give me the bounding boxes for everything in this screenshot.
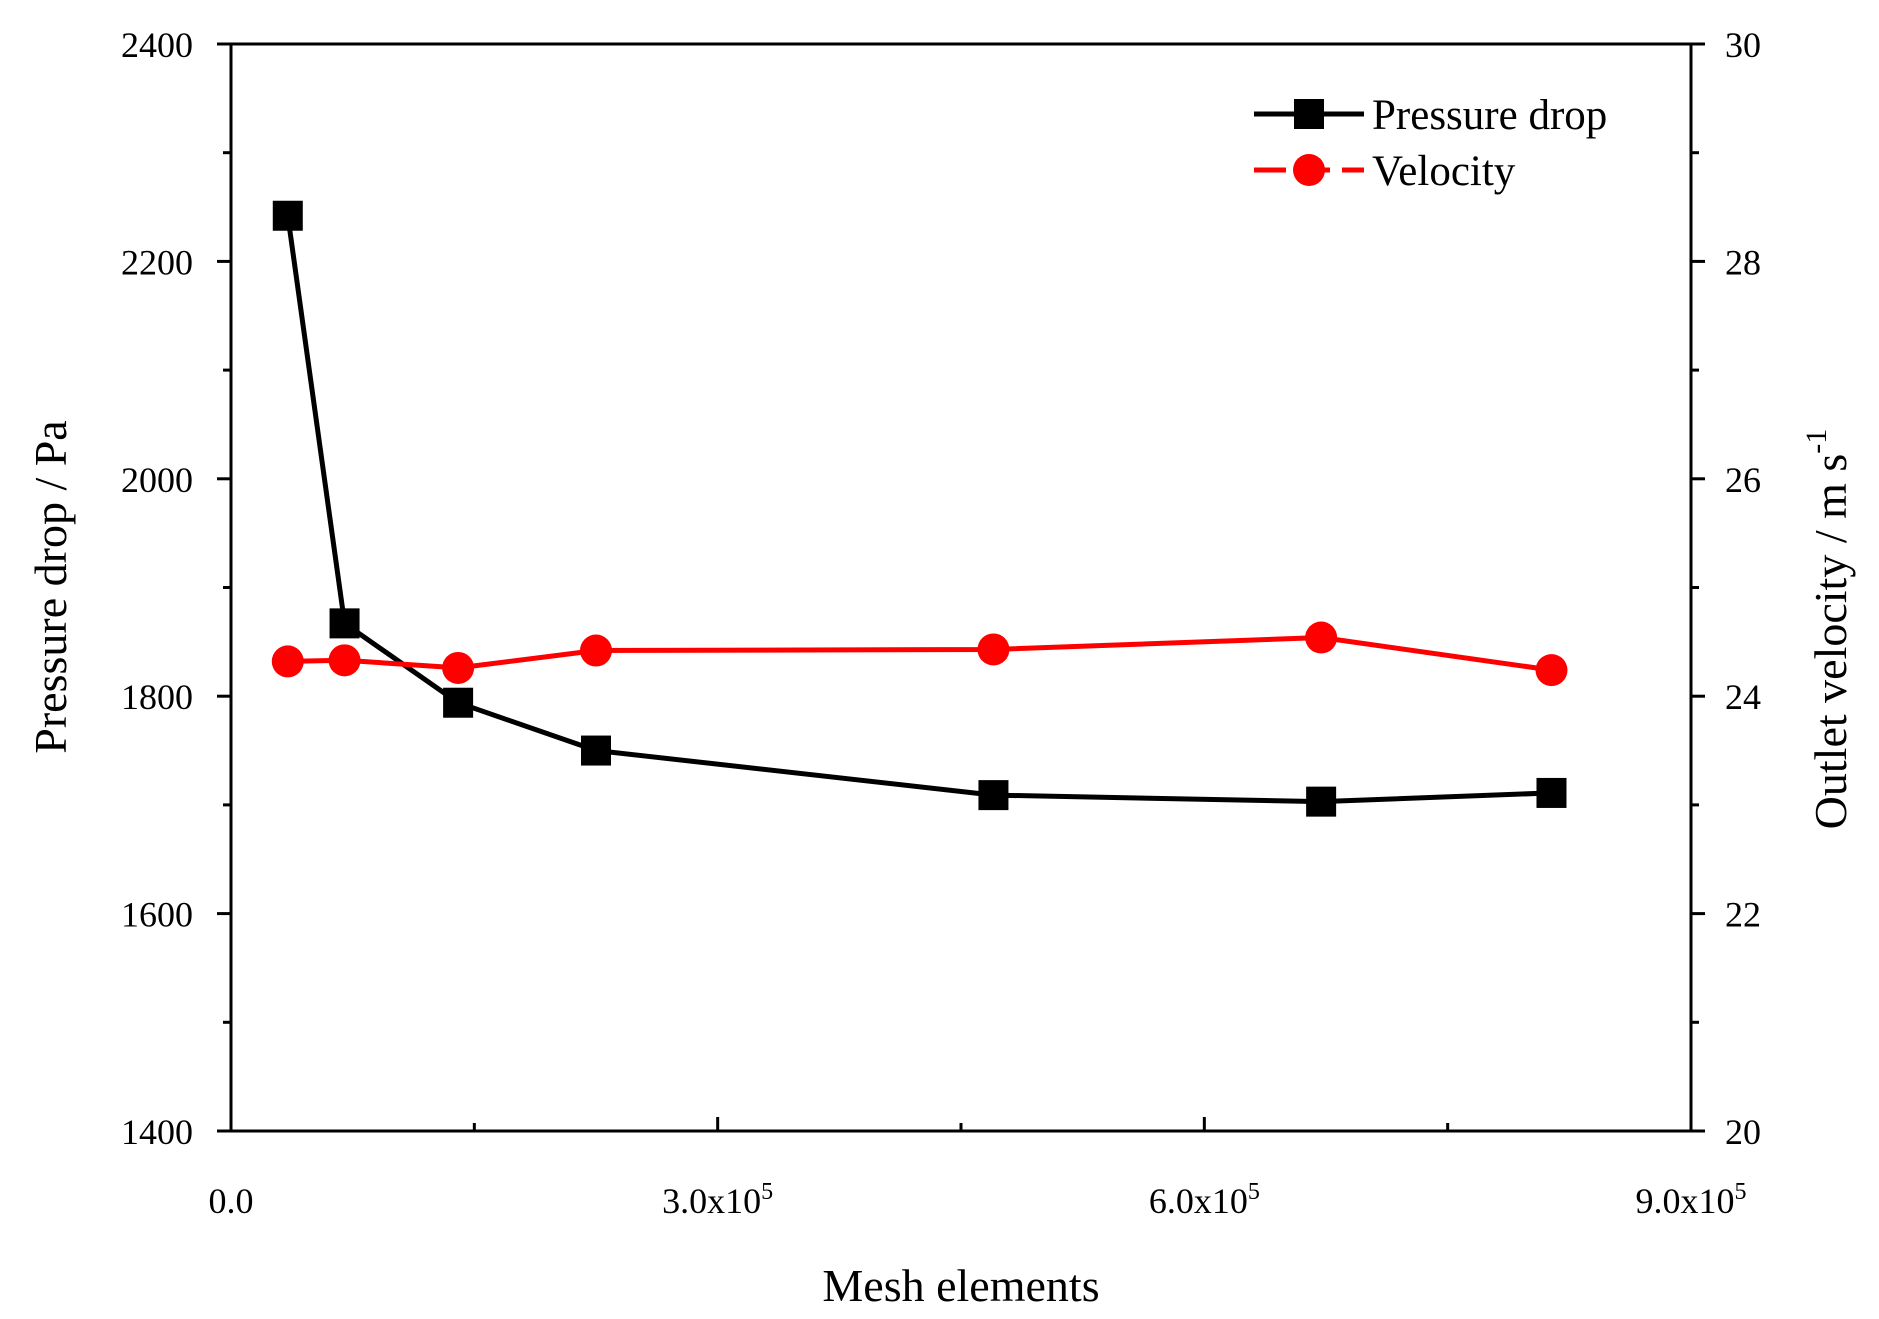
left-y-axis-title: Pressure drop / Pa: [25, 420, 76, 753]
x-tick-label-mantissa: 0.0: [209, 1181, 254, 1221]
data-point-velocity: [1535, 654, 1568, 687]
x-tick-label-exponent: 5: [1248, 1179, 1260, 1205]
x-axis-title: Mesh elements: [822, 1260, 1099, 1311]
x-tick-label-exponent: 5: [761, 1179, 773, 1205]
legend-label-velocity: Velocity: [1372, 148, 1516, 195]
data-point-pressure-drop: [443, 687, 474, 718]
x-tick-label-mantissa: 3.0x10: [662, 1181, 761, 1221]
right-y-tick-label: 20: [1725, 1112, 1761, 1152]
left-y-tick-label: 2200: [121, 242, 193, 282]
left-y-tick-label: 2000: [121, 460, 193, 500]
x-axis-ticks: 0.0 3.0x105 6.0x105 9.0x105: [209, 1117, 1747, 1221]
data-point-pressure-drop: [978, 780, 1009, 811]
x-tick-label: 6.0x105: [1149, 1179, 1260, 1221]
x-tick-label: 0.0: [209, 1181, 254, 1221]
series-line-velocity: [287, 635, 1552, 673]
right-y-tick-label: 26: [1725, 460, 1761, 500]
legend-marker-pressure-drop: [1294, 99, 1324, 129]
x-tick-label-mantissa: 6.0x10: [1149, 1181, 1248, 1221]
data-point-pressure-drop: [272, 200, 303, 231]
x-tick-label-mantissa: 9.0x10: [1636, 1181, 1735, 1221]
left-y-tick-label: 1800: [121, 677, 193, 717]
data-point-pressure-drop: [581, 735, 611, 766]
right-y-tick-label: 28: [1725, 242, 1761, 282]
data-point-velocity: [977, 633, 1010, 666]
left-y-tick-label: 2400: [121, 25, 193, 65]
data-point-velocity: [1305, 621, 1338, 654]
data-point-pressure-drop: [329, 608, 360, 639]
x-tick-label: 3.0x105: [662, 1179, 773, 1221]
legend-marker-velocity: [1293, 154, 1325, 186]
right-y-axis-title: Outlet velocity / m s-1: [1800, 429, 1856, 830]
data-point-velocity: [271, 645, 304, 678]
data-point-velocity: [328, 644, 361, 677]
data-point-pressure-drop: [1536, 777, 1567, 808]
legend: Pressure drop Velocity: [1254, 92, 1607, 195]
right-y-axis-title-exponent: -1: [1800, 429, 1833, 454]
right-y-tick-label: 22: [1725, 895, 1761, 935]
data-point-velocity: [580, 634, 612, 667]
plot-frame: [229, 42, 1693, 1133]
series-layer: [271, 200, 1568, 817]
right-y-tick-label: 24: [1725, 677, 1761, 717]
data-point-pressure-drop: [1306, 786, 1337, 817]
data-point-velocity: [442, 651, 475, 684]
left-y-tick-label: 1600: [121, 895, 193, 935]
left-y-axis-ticks: 1400 1600 1800 2000 2200 2400: [121, 25, 231, 1152]
right-y-axis-ticks: 20 22 24 26 28 30: [1691, 25, 1761, 1152]
legend-label-pressure-drop: Pressure drop: [1372, 92, 1607, 139]
left-y-tick-label: 1400: [121, 1112, 193, 1152]
right-y-axis-title-base: Outlet velocity / m s: [1805, 454, 1856, 830]
series-line-pressure-drop: [285, 215, 1552, 805]
x-tick-label: 9.0x105: [1636, 1179, 1747, 1221]
right-y-tick-label: 30: [1725, 25, 1761, 65]
x-tick-label-exponent: 5: [1735, 1179, 1747, 1205]
